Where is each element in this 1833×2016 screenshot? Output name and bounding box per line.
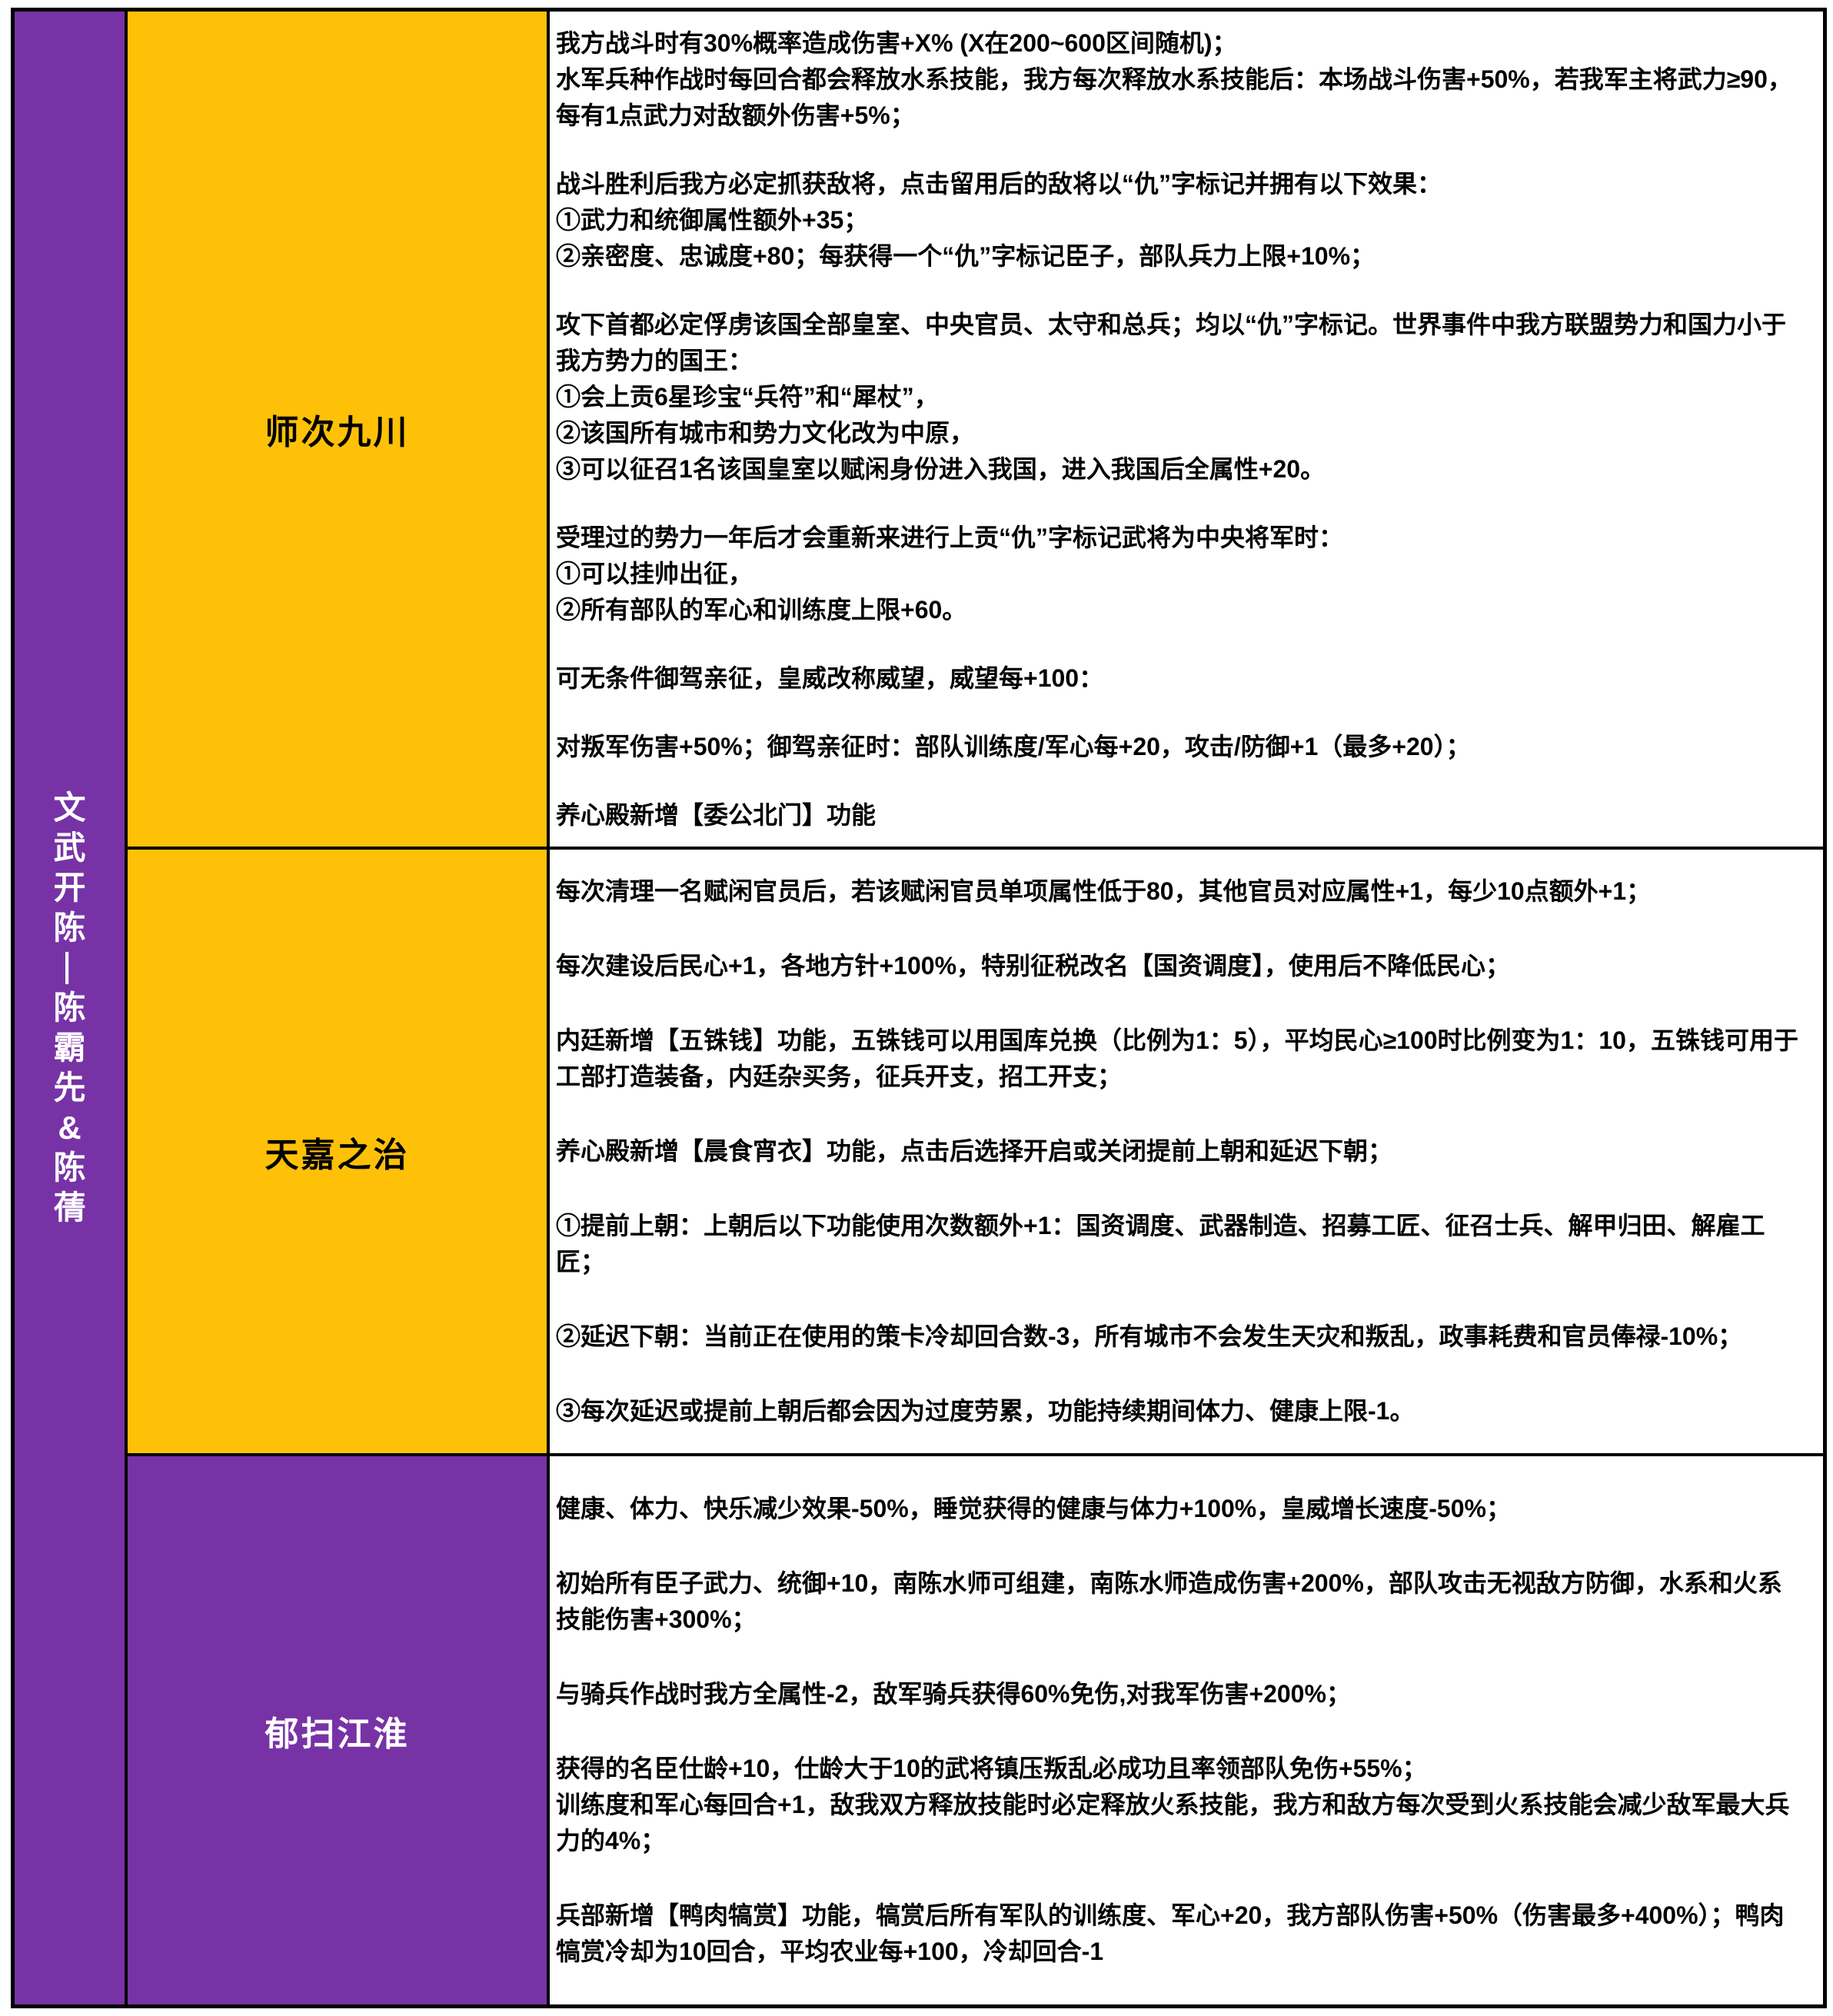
paragraph: 初始所有臣子武力、统御+10，南陈水师可组建，南陈水师造成伤害+200%，部队攻… [556,1565,1805,1638]
text-line: ①武力和统御属性额外+35； [556,205,869,234]
paragraph: 养心殿新增【晨食宵衣】功能，点击后选择开启或关闭提前上朝和延迟下朝； [556,1133,1805,1169]
paragraph: 每次建设后民心+1，各地方针+100%，特别征税改名【国资调度】，使用后不降低民… [556,948,1805,984]
vertical-title-char: 陈 [53,1149,86,1186]
text-line: 养心殿新增【晨食宵衣】功能，点击后选择开启或关闭提前上朝和延迟下朝； [556,1137,1393,1165]
text-line: ③可以征召1名该国皇室以赋闲身份进入我国，进入我国后全属性+20。 [556,454,1326,483]
text-line: 内廷新增【五铢钱】功能，五铢钱可以用国库兑换（比例为1：5），平均民心≥100时… [556,1026,1798,1090]
paragraph: 我方战斗时有30%概率造成伤害+X% (X在200~600区间随机)； 水军兵种作… [556,25,1805,134]
text-line: 攻下首都必定俘虏该国全部皇室、中央官员、太守和总兵；均以“仇”字标记。世界事件中… [556,310,1787,374]
skill-description-cell-3: 健康、体力、快乐减少效果-50%，睡觉获得的健康与体力+100%，皇威增长速度-… [550,1456,1823,2004]
paragraph: ③每次延迟或提前上朝后都会因为过度劳累，功能持续期间体力、健康上限-1。 [556,1393,1805,1429]
text-line: 健康、体力、快乐减少效果-50%，睡觉获得的健康与体力+100%，皇威增长速度-… [556,1495,1511,1522]
text-line: ②延迟下朝：当前正在使用的策卡冷却回合数-3，所有城市不会发生天灾和叛乱，政事耗… [556,1322,1743,1350]
skill-table: 文武开陈 — 陈霸先 & 陈蒨 师次九川 我方战斗时有30%概率造成伤害+X% (X在2… [11,8,1827,2008]
text-line: 受理过的势力一年后才会重新来进行上贡“仇”字标记武将为中央将军时： [556,523,1344,551]
vertical-title-char: 霸 [53,1030,86,1066]
vertical-title-char: 蒨 [53,1189,86,1226]
vertical-title-char: 陈 [53,990,86,1026]
paragraph: 攻下首都必定俘虏该国全部皇室、中央官员、太守和总兵；均以“仇”字标记。世界事件中… [556,307,1805,487]
vertical-title-char: — [52,952,88,984]
paragraph: 与骑兵作战时我方全属性-2，敌军骑兵获得60%免伤,对我军伤害+200%； [556,1676,1805,1712]
text-line: 训练度和军心每回合+1，敌我双方释放技能时必定释放火系技能，我方和敌方每次受到火… [556,1791,1790,1855]
paragraph: 获得的名臣仕龄+10，仕龄大于10的武将镇压叛乱必成功且率领部队免伤+55%； 训… [556,1751,1805,1859]
vertical-title-char: 陈 [53,910,86,946]
vertical-title-char: 武 [53,830,86,866]
text-line: 初始所有臣子武力、统御+10，南陈水师可组建，南陈水师造成伤害+200%，部队攻… [556,1569,1782,1633]
paragraph: ①提前上朝：上朝后以下功能使用次数额外+1：国资调度、武器制造、招募工匠、征召士… [556,1208,1805,1280]
skill-name-label-3: 郁扫江淮 [128,1456,547,2004]
text-line: ①提前上朝：上朝后以下功能使用次数额外+1：国资调度、武器制造、招募工匠、征召士… [556,1212,1765,1276]
paragraph: ②延迟下朝：当前正在使用的策卡冷却回合数-3，所有城市不会发生天灾和叛乱，政事耗… [556,1319,1805,1355]
text-line: 养心殿新增【委公北门】功能 [556,800,877,829]
text-line: ②亲密度、忠诚度+80；每获得一个“仇”字标记臣子，部队兵力上限+10%； [556,241,1376,270]
vertical-title: 文武开陈 — 陈霸先 & 陈蒨 [52,790,88,1226]
text-line: ①可以挂帅出征， [556,559,753,587]
skill-description-cell-2: 每次清理一名赋闲官员后，若该赋闲官员单项属性低于80，其他官员对应属性+1，每少… [550,850,1823,1453]
vertical-title-char: 开 [53,870,86,906]
vertical-title-char: & [58,1109,82,1146]
paragraph: 兵部新增【鸭肉犒赏】功能，犒赏后所有军队的训练度、军心+20，我方部队伤害+50… [556,1898,1805,1970]
text-line: 兵部新增【鸭肉犒赏】功能，犒赏后所有军队的训练度、军心+20，我方部队伤害+50… [556,1901,1785,1965]
text-line: 获得的名臣仕龄+10，仕龄大于10的武将镇压叛乱必成功且率领部队免伤+55%； [556,1755,1427,1782]
text-line: ③每次延迟或提前上朝后都会因为过度劳累，功能持续期间体力、健康上限-1。 [556,1397,1415,1425]
text-line: 对叛军伤害+50%；御驾亲征时：部队训练度/军心每+20，攻击/防御+1（最多+… [556,732,1471,760]
text-line: 可无条件御驾亲征，皇威改称威望，威望每+100： [556,664,1104,692]
skill-name-label-1: 师次九川 [128,12,547,847]
vertical-title-char: 文 [53,790,86,826]
text-line: ②该国所有城市和势力文化改为中原， [556,418,975,447]
text-line: 每次清理一名赋闲官员后，若该赋闲官员单项属性低于80，其他官员对应属性+1，每少… [556,877,1652,905]
skill-description-cell-1: 我方战斗时有30%概率造成伤害+X% (X在200~600区间随机)； 水军兵种作… [550,12,1823,847]
paragraph: 每次清理一名赋闲官员后，若该赋闲官员单项属性低于80，其他官员对应属性+1，每少… [556,873,1805,910]
text-line: 战斗胜利后我方必定抓获敌将，点击留用后的敌将以“仇”字标记并拥有以下效果： [556,169,1442,198]
text-line: ②所有部队的军心和训练度上限+60。 [556,595,967,624]
text-line: ①会上贡6星珍宝“兵符”和“犀杖”， [556,382,939,411]
paragraph: 健康、体力、快乐减少效果-50%，睡觉获得的健康与体力+100%，皇威增长速度-… [556,1491,1805,1527]
vertical-header-cell: 文武开陈 — 陈霸先 & 陈蒨 [15,12,125,2004]
paragraph: 对叛军伤害+50%；御驾亲征时：部队训练度/军心每+20，攻击/防御+1（最多+… [556,729,1805,765]
paragraph: 战斗胜利后我方必定抓获敌将，点击留用后的敌将以“仇”字标记并拥有以下效果： ①武力… [556,166,1805,274]
skill-name-label-2: 天嘉之治 [128,850,547,1453]
paragraph: 养心殿新增【委公北门】功能 [556,797,1805,833]
text-line: 与骑兵作战时我方全属性-2，敌军骑兵获得60%免伤,对我军伤害+200%； [556,1680,1351,1708]
paragraph: 可无条件御驾亲征，皇威改称威望，威望每+100： [556,660,1805,697]
text-line: 每次建设后民心+1，各地方针+100%，特别征税改名【国资调度】，使用后不降低民… [556,952,1511,980]
paragraph: 受理过的势力一年后才会重新来进行上贡“仇”字标记武将为中央将军时： ①可以挂帅出征… [556,520,1805,628]
paragraph: 内廷新增【五铢钱】功能，五铢钱可以用国库兑换（比例为1：5），平均民心≥100时… [556,1023,1805,1095]
vertical-title-char: 先 [53,1070,86,1106]
text-line: 水军兵种作战时每回合都会释放水系技能，我方每次释放水系技能后：本场战斗伤害+50… [556,65,1792,129]
text-line: 我方战斗时有30%概率造成伤害+X% (X在200~600区间随机)； [556,28,1237,57]
